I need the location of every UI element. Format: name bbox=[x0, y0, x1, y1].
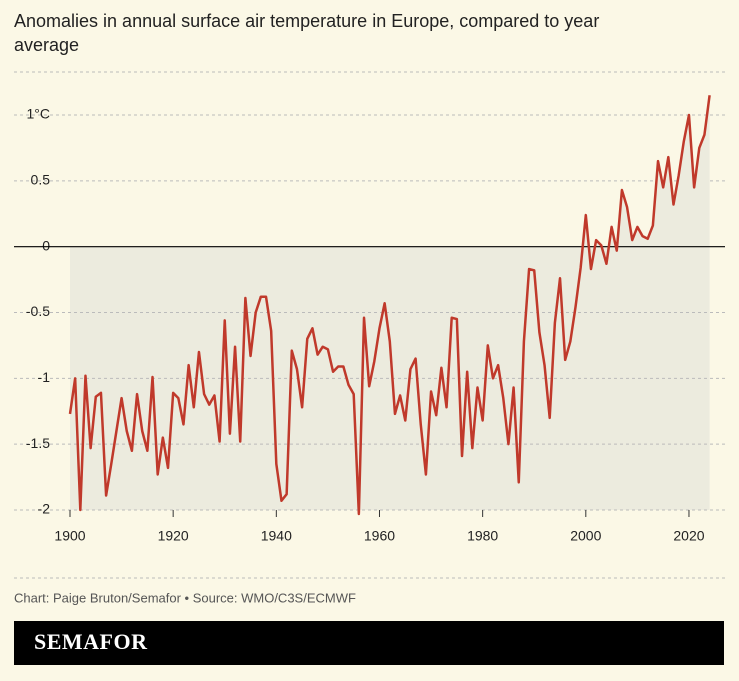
logo-bar bbox=[14, 621, 724, 665]
x-tick-label: 1940 bbox=[261, 528, 292, 544]
x-tick-label: 1920 bbox=[158, 528, 189, 544]
y-tick-label: 0 bbox=[42, 237, 50, 253]
y-tick-label: -0.5 bbox=[26, 303, 50, 319]
x-tick-label: 2020 bbox=[673, 528, 704, 544]
chart-subtitle: average bbox=[14, 35, 79, 55]
y-tick-label: -2 bbox=[38, 501, 51, 517]
logo: SEMAFOR bbox=[34, 629, 148, 654]
x-tick-label: 1980 bbox=[467, 528, 498, 544]
x-tick-label: 1900 bbox=[54, 528, 85, 544]
y-tick-label: 0.5 bbox=[31, 172, 51, 188]
y-tick-label: -1.5 bbox=[26, 435, 50, 451]
y-tick-label: -1 bbox=[38, 369, 51, 385]
x-tick-label: 2000 bbox=[570, 528, 601, 544]
chart-title: Anomalies in annual surface air temperat… bbox=[14, 11, 599, 31]
y-tick-label: 1°C bbox=[27, 106, 51, 122]
source: Chart: Paige Bruton/Semafor • Source: WM… bbox=[14, 590, 356, 605]
line bbox=[68, 95, 711, 516]
x-tick-label: 1960 bbox=[364, 528, 395, 544]
